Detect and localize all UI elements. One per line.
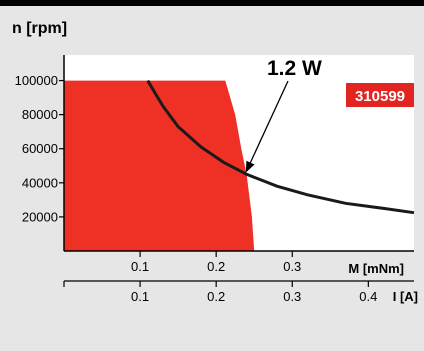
x-ticks-torque: 0.1 0.2 0.3 xyxy=(131,251,301,274)
x-tick-current-label: 0.3 xyxy=(283,289,301,304)
y-tick-label: 60000 xyxy=(22,141,58,156)
annotation-arrow xyxy=(249,80,289,163)
x-ticks-current: 0.1 0.2 0.3 0.4 xyxy=(63,281,377,304)
x-tick-current-label: 0.1 xyxy=(131,289,149,304)
power-curve xyxy=(146,79,415,215)
annotation-arrow-head xyxy=(245,160,255,173)
x-tick-torque-label: 0.2 xyxy=(207,259,225,274)
x-tick-torque-label: 0.3 xyxy=(283,259,301,274)
top-border xyxy=(0,0,424,6)
x-axis-torque-label: M [mNm] xyxy=(348,261,404,276)
part-number-badge xyxy=(346,83,414,107)
x-axis-current-label: I [A] xyxy=(393,289,418,304)
y-tick-label: 80000 xyxy=(22,107,58,122)
y-ticks: 20000 40000 60000 80000 100000 xyxy=(15,73,64,224)
x-tick-current-label: 0.2 xyxy=(207,289,225,304)
y-tick-label: 100000 xyxy=(15,73,58,88)
power-curve-label: 1.2 W xyxy=(267,57,322,80)
x-tick-torque-label: 0.1 xyxy=(131,259,149,274)
y-tick-label: 20000 xyxy=(22,209,58,224)
y-tick-label: 40000 xyxy=(22,175,58,190)
part-number-text: 310599 xyxy=(355,88,405,105)
x-tick-current-label: 0.4 xyxy=(359,289,377,304)
operating-range-area xyxy=(64,80,255,251)
y-axis-label: n [rpm] xyxy=(12,20,67,37)
